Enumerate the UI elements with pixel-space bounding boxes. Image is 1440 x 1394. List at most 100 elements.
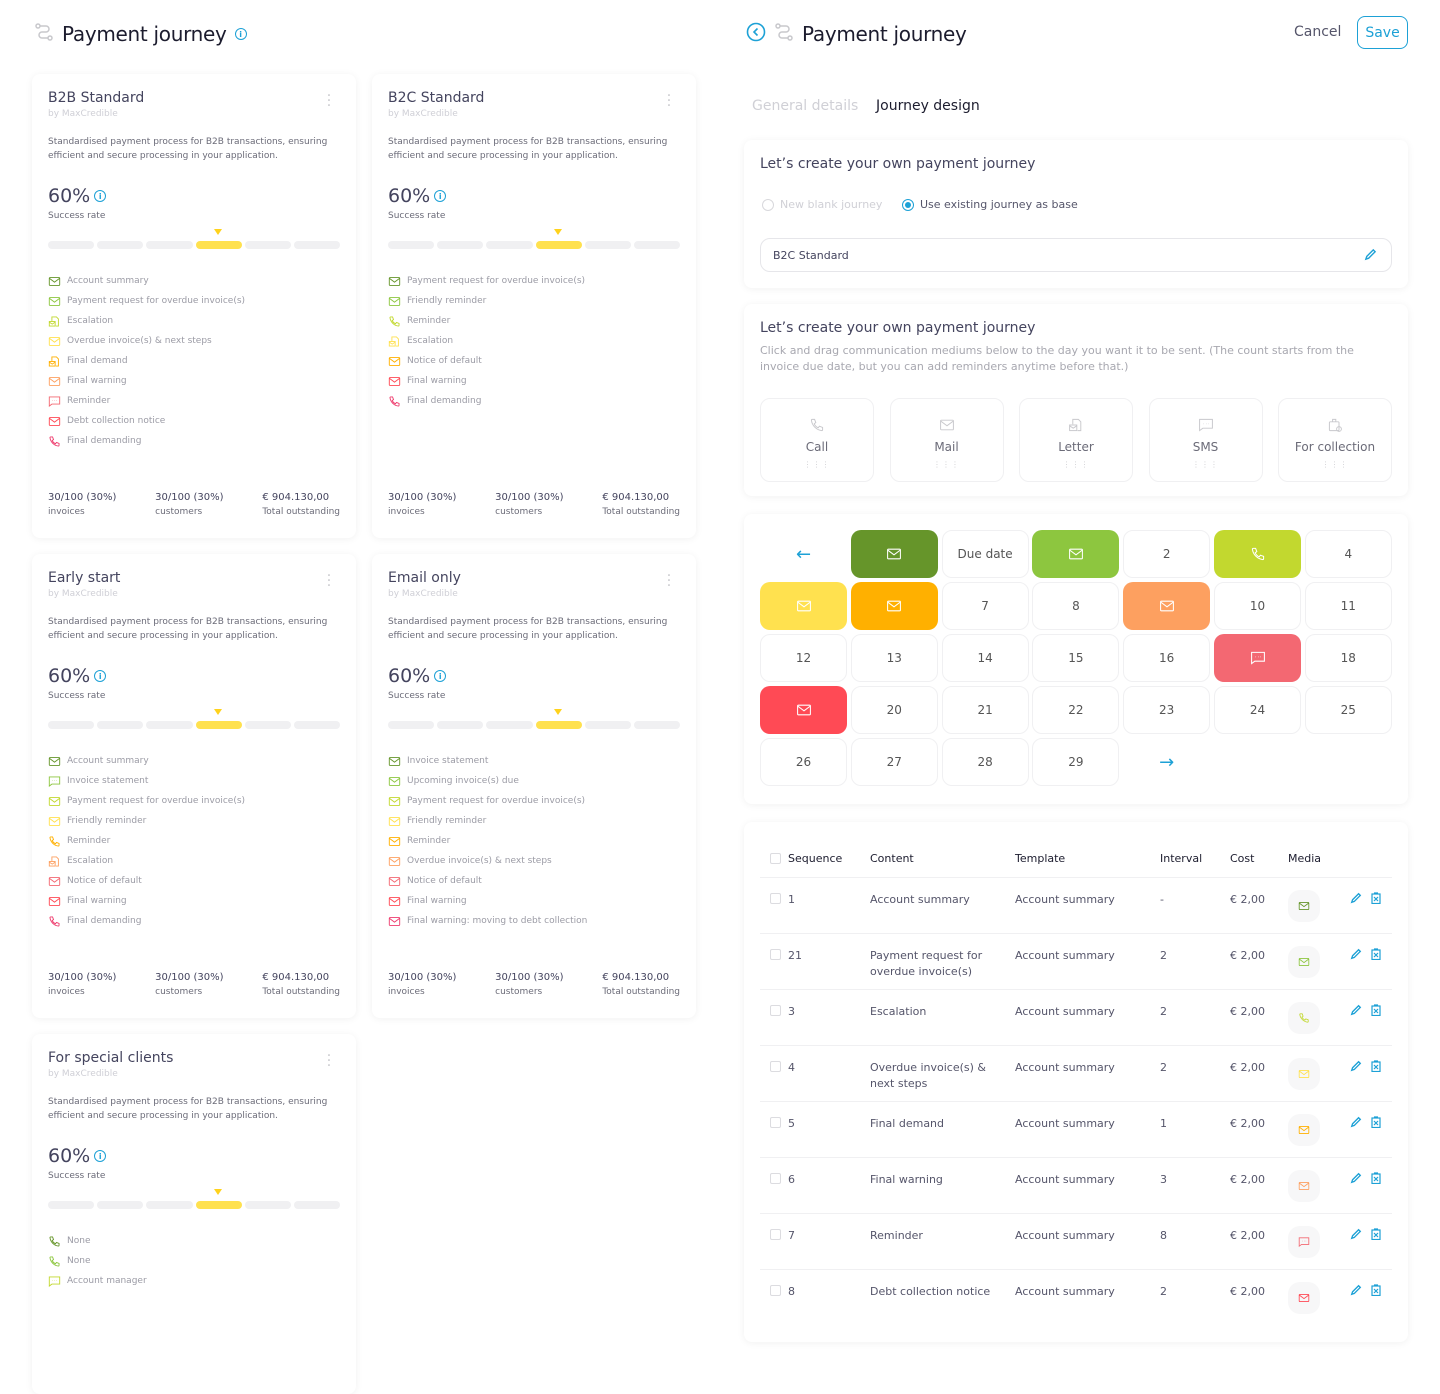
- calendar-day[interactable]: 28: [941, 738, 1029, 786]
- journey-select-input[interactable]: B2C Standard: [760, 238, 1392, 272]
- journey-card[interactable]: For special clients by MaxCredible · · · Stan…: [32, 1034, 356, 1394]
- delete-icon[interactable]: [1371, 1116, 1381, 1133]
- calendar-day[interactable]: 10: [1214, 582, 1301, 630]
- col-sequence[interactable]: Sequence: [788, 852, 843, 865]
- delete-icon[interactable]: [1371, 1228, 1381, 1245]
- row-checkbox[interactable]: [770, 949, 781, 965]
- edit-icon[interactable]: [1350, 948, 1362, 965]
- edit-icon[interactable]: [1350, 892, 1362, 909]
- calendar-day[interactable]: 15: [1032, 634, 1120, 682]
- info-icon[interactable]: i: [94, 1150, 107, 1162]
- edit-icon[interactable]: [1350, 1172, 1362, 1189]
- row-checkbox[interactable]: [770, 1229, 781, 1245]
- back-icon[interactable]: [746, 22, 766, 46]
- calendar-day[interactable]: 8: [1032, 582, 1120, 630]
- tab-general-details[interactable]: General details: [752, 98, 859, 114]
- row-checkbox[interactable]: [770, 1005, 781, 1021]
- delete-icon[interactable]: [1371, 1060, 1381, 1077]
- journey-card[interactable]: Email only by MaxCredible · · · Standardised …: [372, 554, 696, 1018]
- calendar-day[interactable]: 18: [1304, 634, 1392, 682]
- row-checkbox[interactable]: [770, 1117, 781, 1133]
- previous-arrow-icon[interactable]: ←: [795, 543, 812, 565]
- calendar-day[interactable]: 29: [1032, 738, 1120, 786]
- delete-icon[interactable]: [1371, 1004, 1381, 1021]
- edit-icon[interactable]: [1350, 1116, 1362, 1133]
- more-options-icon[interactable]: · · ·: [666, 568, 672, 594]
- delete-icon[interactable]: [1371, 892, 1381, 909]
- edit-icon[interactable]: [1350, 1004, 1362, 1021]
- medium-sms[interactable]: SMS ⋮⋮⋮: [1148, 398, 1263, 482]
- calendar-day[interactable]: 23: [1123, 686, 1211, 734]
- calendar-day-scheduled[interactable]: [1123, 582, 1211, 630]
- row-checkbox[interactable]: [770, 1173, 781, 1189]
- save-button[interactable]: Save: [1357, 16, 1408, 49]
- journey-card[interactable]: Early start by MaxCredible · · · Standardised…: [32, 554, 356, 1018]
- radio-use-existing[interactable]: Use existing journey as base: [902, 198, 1078, 211]
- medium-letter[interactable]: Letter ⋮⋮⋮: [1019, 398, 1133, 482]
- info-icon[interactable]: i: [234, 28, 247, 40]
- col-content[interactable]: Content: [870, 852, 914, 865]
- calendar-day[interactable]: 25: [1304, 686, 1392, 734]
- calendar-day[interactable]: 22: [1032, 686, 1120, 734]
- calendar-day[interactable]: 24: [1214, 686, 1301, 734]
- info-icon[interactable]: i: [434, 670, 447, 682]
- calendar-day-scheduled[interactable]: [1214, 634, 1301, 682]
- pencil-icon[interactable]: [1364, 248, 1377, 264]
- info-icon[interactable]: i: [434, 190, 447, 202]
- edit-icon[interactable]: [1350, 1284, 1362, 1301]
- calendar-day[interactable]: 11: [1304, 582, 1392, 630]
- calendar-day-scheduled[interactable]: [760, 582, 847, 630]
- journey-card[interactable]: B2B Standard by MaxCredible · · · Standardise…: [32, 74, 356, 538]
- next-arrow-icon[interactable]: →: [1159, 751, 1175, 773]
- calendar-day[interactable]: 21: [941, 686, 1029, 734]
- journey-card[interactable]: B2C Standard by MaxCredible · · · Standardise…: [372, 74, 696, 538]
- calendar-day[interactable]: 4: [1304, 530, 1392, 578]
- row-checkbox[interactable]: [770, 1285, 781, 1301]
- calendar-day-scheduled[interactable]: [1032, 530, 1120, 578]
- row-checkbox[interactable]: [770, 1061, 781, 1077]
- select-all-checkbox[interactable]: [770, 853, 781, 864]
- calendar-day[interactable]: 16: [1123, 634, 1211, 682]
- drag-handle-icon[interactable]: ⋮⋮⋮: [1321, 460, 1349, 469]
- medium-call[interactable]: Call ⋮⋮⋮: [760, 398, 874, 482]
- drag-handle-icon[interactable]: ⋮⋮⋮: [933, 460, 960, 469]
- info-icon[interactable]: i: [94, 190, 107, 202]
- more-options-icon[interactable]: · · ·: [326, 88, 332, 114]
- calendar-day-scheduled[interactable]: [850, 530, 938, 578]
- row-checkbox[interactable]: [770, 893, 781, 909]
- drag-handle-icon[interactable]: ⋮⋮⋮: [1192, 460, 1219, 469]
- calendar-day-scheduled[interactable]: [760, 686, 847, 734]
- more-options-icon[interactable]: · · ·: [666, 88, 672, 114]
- col-template[interactable]: Template: [1015, 852, 1066, 865]
- delete-icon[interactable]: [1371, 948, 1381, 965]
- edit-icon[interactable]: [1350, 1228, 1362, 1245]
- cell-content: Reminder: [870, 1229, 923, 1242]
- medium-mail[interactable]: Mail ⋮⋮⋮: [889, 398, 1004, 482]
- drag-handle-icon[interactable]: ⋮⋮⋮: [803, 460, 831, 469]
- radio-new-blank[interactable]: New blank journey: [762, 198, 882, 211]
- calendar-day[interactable]: 26: [760, 738, 847, 786]
- calendar-day[interactable]: 12: [760, 634, 847, 682]
- medium-for-collection[interactable]: For collection ⋮⋮⋮: [1278, 398, 1392, 482]
- edit-icon[interactable]: [1350, 1060, 1362, 1077]
- col-cost[interactable]: Cost: [1230, 852, 1255, 865]
- col-media[interactable]: Media: [1288, 852, 1322, 865]
- col-interval[interactable]: Interval: [1160, 852, 1203, 865]
- calendar-day[interactable]: 13: [850, 634, 938, 682]
- calendar-day[interactable]: 7: [941, 582, 1029, 630]
- calendar-day[interactable]: 20: [850, 686, 938, 734]
- more-options-icon[interactable]: · · ·: [326, 1048, 332, 1074]
- delete-icon[interactable]: [1371, 1172, 1381, 1189]
- calendar-day-scheduled[interactable]: [1214, 530, 1301, 578]
- delete-icon[interactable]: [1371, 1284, 1381, 1301]
- more-options-icon[interactable]: · · ·: [326, 568, 332, 594]
- tab-journey-design[interactable]: Journey design: [876, 98, 980, 114]
- calendar-day[interactable]: Due date: [941, 530, 1029, 578]
- calendar-day[interactable]: 27: [850, 738, 938, 786]
- calendar-day-scheduled[interactable]: [850, 582, 938, 630]
- calendar-day[interactable]: 2: [1123, 530, 1211, 578]
- info-icon[interactable]: i: [94, 670, 107, 682]
- cancel-button[interactable]: Cancel: [1294, 24, 1342, 40]
- calendar-day[interactable]: 14: [941, 634, 1029, 682]
- drag-handle-icon[interactable]: ⋮⋮⋮: [1062, 460, 1090, 469]
